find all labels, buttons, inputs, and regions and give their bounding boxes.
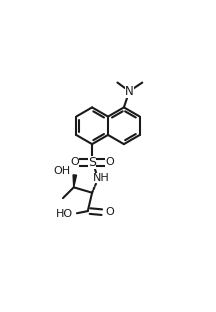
Text: NH: NH — [93, 173, 110, 183]
Polygon shape — [73, 175, 76, 187]
Text: HO: HO — [56, 209, 73, 219]
Text: S: S — [88, 156, 96, 169]
Text: OH: OH — [53, 166, 70, 176]
Text: N: N — [125, 85, 134, 98]
Text: O: O — [105, 158, 114, 168]
Text: O: O — [70, 158, 79, 168]
Text: O: O — [106, 207, 114, 217]
